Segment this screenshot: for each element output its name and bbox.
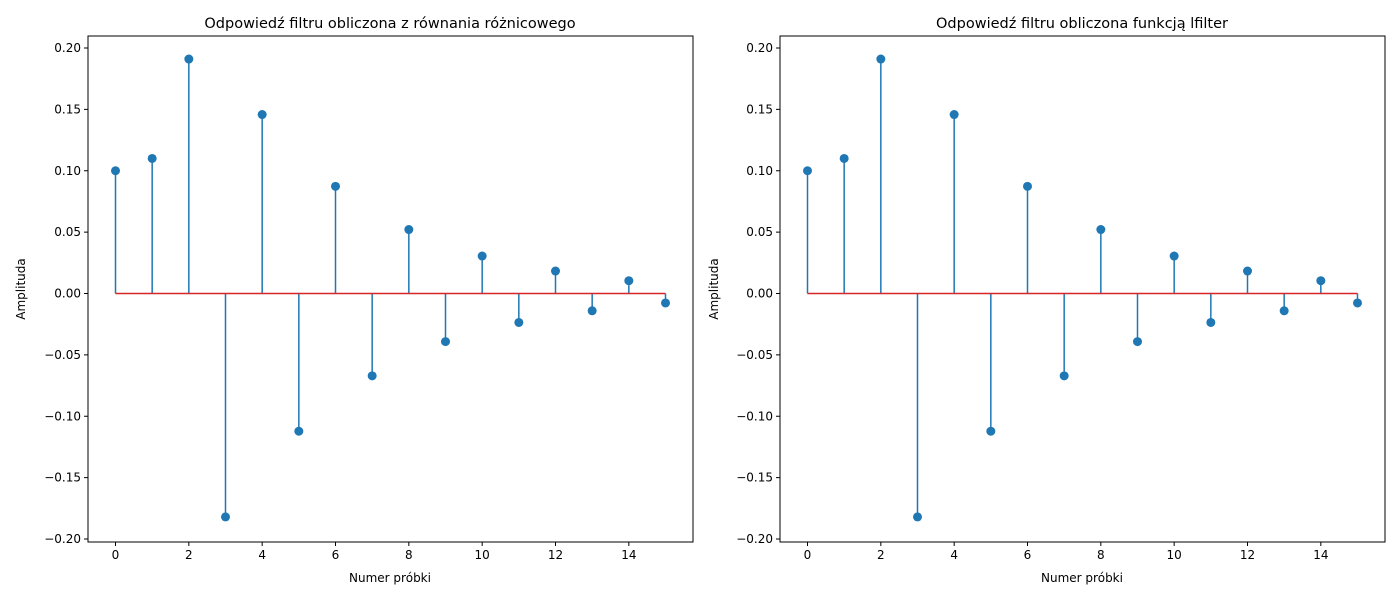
right-x-axis-label: Numer próbki [1041,571,1123,585]
x-tick-label: 6 [1024,548,1032,562]
y-tick-label: 0.00 [746,287,773,301]
x-tick-label: 10 [475,548,490,562]
right-chart: Odpowiedź filtru obliczona funkcją lfilt… [707,16,1386,585]
y-tick-label: 0.05 [746,225,773,239]
x-tick-label: 10 [1167,548,1182,562]
stem-marker [803,166,812,176]
y-tick-label: 0.00 [54,287,81,301]
left-chart: Odpowiedź filtru obliczona z równania ró… [14,16,694,585]
x-tick-label: 0 [112,548,120,562]
x-tick-label: 8 [405,548,413,562]
y-tick-label: −0.15 [44,471,81,485]
stem-marker [184,54,194,64]
x-tick-label: 4 [950,548,958,562]
y-tick-label: 0.20 [54,41,81,55]
x-tick-label: 14 [621,548,636,562]
y-tick-label: −0.10 [736,409,773,423]
stem-marker [514,317,524,327]
right-chart-title: Odpowiedź filtru obliczona funkcją lfilt… [936,16,1228,32]
stem-marker [111,166,120,176]
left-chart-title: Odpowiedź filtru obliczona z równania ró… [204,16,575,32]
stem-marker [876,54,886,64]
x-tick-label: 2 [185,548,193,562]
y-tick-label: 0.20 [746,41,773,55]
stem-marker [1133,337,1142,347]
stem-marker [986,426,996,436]
stem-marker [257,110,267,120]
y-tick-label: 0.10 [746,164,773,178]
y-tick-label: −0.05 [44,348,81,362]
right-stems [803,54,1362,522]
stem-marker [477,251,487,261]
stem-marker [331,181,340,191]
stem-marker [441,337,450,347]
stem-marker [294,426,304,436]
stem-marker [839,153,849,163]
stem-marker [1096,225,1106,235]
right-y-ticks: −0.20 −0.15 −0.10 −0.05 0.00 0.05 0.10 0.15 0.20 [736,41,780,546]
x-tick-label: 12 [548,548,563,562]
left-stems [111,54,670,522]
y-tick-label: −0.10 [44,409,81,423]
y-tick-label: −0.15 [736,471,773,485]
x-tick-label: 8 [1097,548,1105,562]
stem-marker [147,153,157,163]
x-tick-label: 12 [1240,548,1255,562]
stem-marker [661,298,670,308]
stem-marker [1023,181,1032,191]
left-x-ticks: 0 2 4 6 8 10 12 14 [112,542,636,562]
x-tick-label: 0 [804,548,812,562]
x-tick-label: 6 [332,548,340,562]
y-tick-label: −0.20 [736,532,773,546]
stem-marker [587,306,597,316]
y-tick-label: 0.10 [54,164,81,178]
y-tick-label: −0.05 [736,348,773,362]
stem-marker [949,110,959,120]
stem-marker [221,512,230,522]
stem-marker [367,371,377,381]
left-x-axis-label: Numer próbki [349,571,431,585]
left-y-ticks: −0.20 −0.15 −0.10 −0.05 0.00 0.05 0.10 0.15 0.20 [44,41,88,546]
y-tick-label: 0.15 [54,102,81,116]
y-tick-label: 0.15 [746,102,773,116]
right-x-ticks: 0 2 4 6 8 10 12 14 [804,542,1328,562]
right-plot-frame [779,35,1386,543]
stem-marker [1206,317,1216,327]
x-tick-label: 14 [1313,548,1328,562]
stem-marker [624,276,634,286]
y-tick-label: 0.05 [54,225,81,239]
stem-marker [1243,266,1252,276]
x-tick-label: 2 [877,548,885,562]
left-plot-frame [87,35,694,543]
stem-marker [404,225,414,235]
stem-marker [913,512,922,522]
stem-marker [1279,306,1289,316]
stem-marker [1353,298,1362,308]
stem-marker [551,266,560,276]
stem-marker [1169,251,1179,261]
x-tick-label: 4 [258,548,266,562]
left-y-axis-label: Amplituda [14,258,28,319]
y-tick-label: −0.20 [44,532,81,546]
stem-marker [1059,371,1069,381]
right-y-axis-label: Amplituda [707,258,721,319]
stem-marker [1316,276,1326,286]
